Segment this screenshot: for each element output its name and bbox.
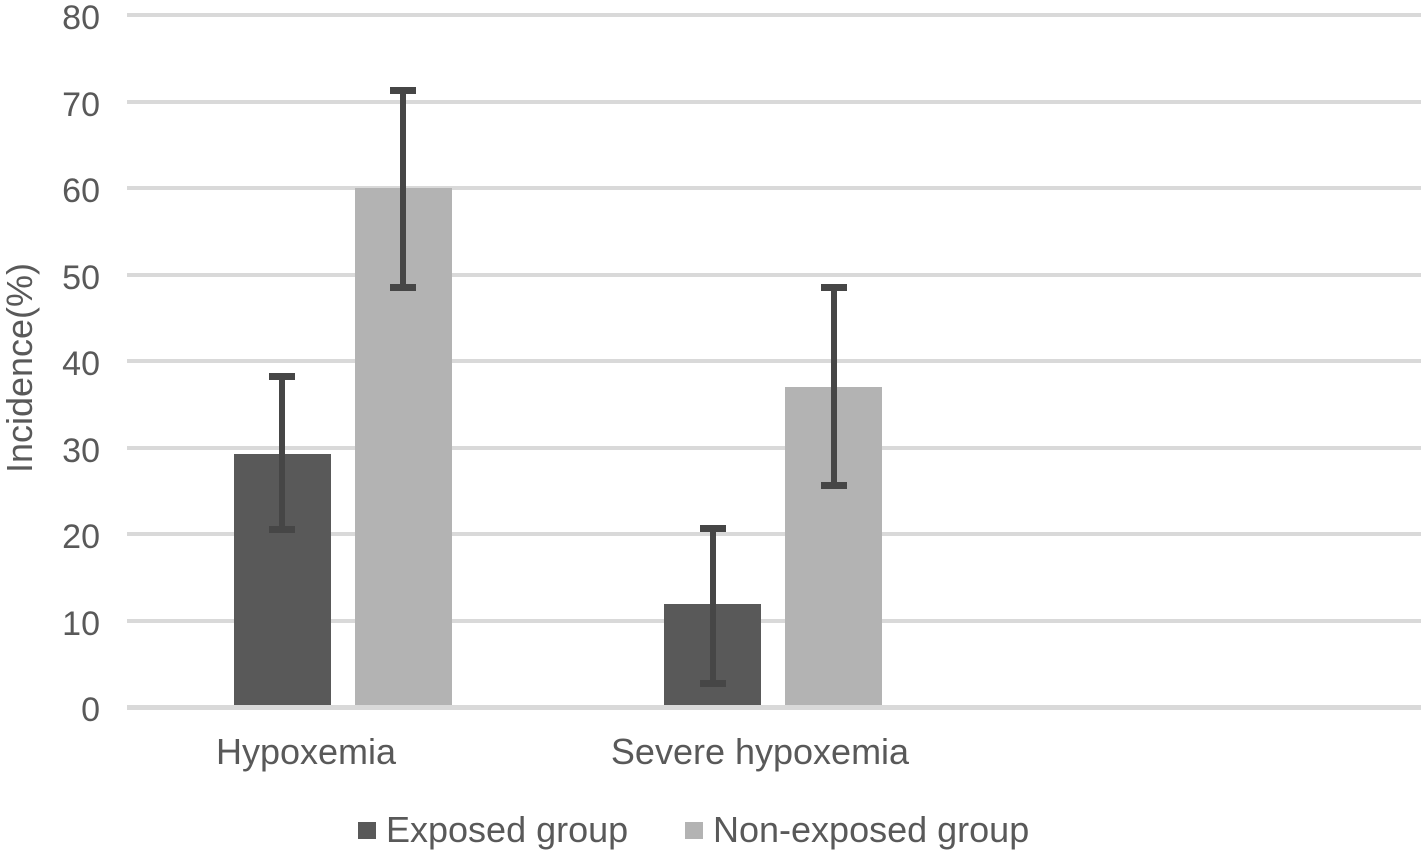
error-bar-non-exposed-group-severe-hypoxemia bbox=[830, 287, 837, 486]
y-tick-label-30: 30 bbox=[62, 431, 100, 470]
y-tick-label-10: 10 bbox=[62, 604, 100, 643]
gridline-y-30 bbox=[127, 445, 1421, 450]
legend-label-exposed-group: Exposed group bbox=[386, 809, 629, 850]
gridline-y-40 bbox=[127, 359, 1421, 363]
gridline-y-20 bbox=[127, 532, 1421, 536]
error-bar-exposed-group-hypoxemia bbox=[279, 376, 285, 530]
error-bar-non-exposed-group-hypoxemia bbox=[400, 90, 406, 288]
gridline-y-70 bbox=[127, 99, 1421, 104]
legend-swatch-icon-non-exposed-group bbox=[685, 821, 703, 839]
y-tick-label-20: 20 bbox=[62, 518, 100, 556]
gridline-y-10 bbox=[127, 618, 1421, 623]
y-tick-label-50: 50 bbox=[62, 258, 100, 297]
x-axis-line bbox=[127, 705, 1421, 710]
gridline-y-50 bbox=[127, 272, 1421, 277]
y-axis-title: Incidence(%) bbox=[0, 262, 40, 474]
error-cap-top-exposed-group-severe-hypoxemia bbox=[699, 525, 726, 533]
legend-item-non-exposed-group: Non-exposed group bbox=[685, 809, 1030, 850]
error-cap-top-exposed-group-hypoxemia bbox=[269, 373, 295, 381]
error-cap-bottom-non-exposed-group-severe-hypoxemia bbox=[820, 482, 847, 490]
y-tick-label-70: 70 bbox=[62, 85, 100, 124]
error-cap-bottom-exposed-group-severe-hypoxemia bbox=[699, 680, 726, 688]
category-label-hypoxemia: Hypoxemia bbox=[215, 731, 397, 772]
y-tick-label-40: 40 bbox=[62, 345, 100, 383]
error-bar-exposed-group-severe-hypoxemia bbox=[709, 528, 716, 684]
y-tick-label-80: 80 bbox=[62, 0, 100, 37]
legend-swatch-icon-exposed-group bbox=[358, 821, 376, 839]
gridline-y-60 bbox=[127, 186, 1421, 190]
error-cap-top-non-exposed-group-severe-hypoxemia bbox=[820, 283, 847, 291]
legend-item-exposed-group: Exposed group bbox=[358, 809, 629, 850]
y-tick-label-60: 60 bbox=[62, 172, 100, 210]
y-tick-label-0: 0 bbox=[81, 691, 100, 729]
legend-label-non-exposed-group: Non-exposed group bbox=[713, 809, 1030, 850]
error-cap-bottom-exposed-group-hypoxemia bbox=[269, 526, 295, 534]
gridline-y-80 bbox=[127, 13, 1421, 17]
category-label-severe-hypoxemia: Severe hypoxemia bbox=[610, 731, 910, 772]
error-cap-top-non-exposed-group-hypoxemia bbox=[390, 86, 416, 94]
error-cap-bottom-non-exposed-group-hypoxemia bbox=[390, 283, 416, 291]
